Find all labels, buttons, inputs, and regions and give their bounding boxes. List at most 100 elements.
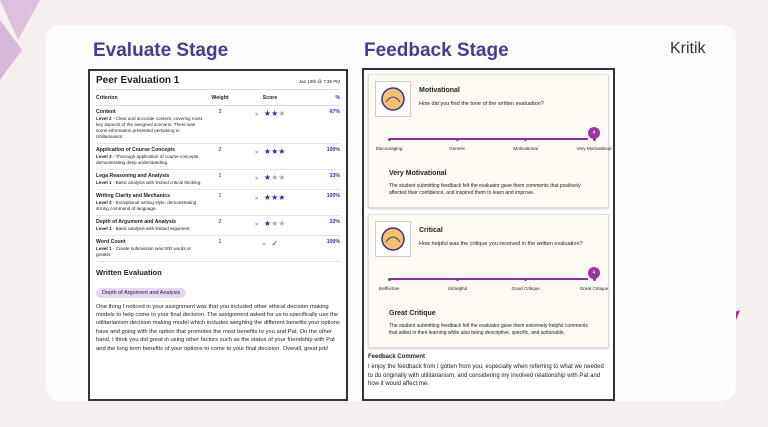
level: Level 3	[96, 153, 112, 159]
date: Jan 19th @ 7:35 PM	[298, 79, 340, 84]
description: - Basic analysis with limited critical t…	[112, 179, 202, 185]
remove-icon: ✕	[254, 221, 259, 228]
criterion: Application of Course Concepts Level 3 - …	[96, 147, 206, 166]
tag: Depth of Argument and Analysis	[96, 287, 187, 298]
panel-title: Peer Evaluation 1	[96, 75, 180, 86]
description: - Clear and accurate content, covering m…	[96, 116, 202, 139]
remove-icon: ✕	[261, 241, 267, 248]
slider-tick	[455, 277, 459, 281]
percent: 100%	[326, 238, 340, 245]
evaluation-text: One thing I noticed in your assignment w…	[96, 303, 340, 352]
section-title: Written Evaluation	[96, 267, 162, 277]
card-title: Motivational	[419, 87, 460, 94]
result-title: Very Motivational	[389, 170, 447, 177]
card-question: How helpful was the critique you receive…	[419, 241, 583, 247]
scale-label: Generic	[449, 146, 466, 151]
criterion-name: Content	[96, 109, 116, 115]
star: ★	[271, 146, 279, 156]
score: ✕ ★★★	[234, 173, 306, 186]
score: ✕ ★★★	[234, 147, 306, 166]
icon	[381, 227, 405, 251]
criterion-row: Lega Reasoning and Analysis Level 1 - Bas…	[96, 170, 340, 190]
description: - Exceptional writing style, demonstrati…	[96, 199, 197, 211]
criterion-row: Depth of Argument and Analysis Level 1 - …	[96, 216, 340, 236]
rating-badge: 4	[588, 267, 600, 279]
card-title: Critical	[419, 227, 443, 234]
star: ★	[263, 146, 272, 156]
star-rating: ★★★	[264, 192, 286, 202]
weight: 1	[218, 192, 222, 199]
result-title: Great Critique	[389, 310, 436, 317]
column-header: Score	[262, 95, 278, 101]
feedback-panel: Motivational How did you find the tone of…	[362, 68, 615, 401]
star: ★	[263, 109, 272, 118]
criterion: Word Count Level 1 - Create submission wa…	[96, 239, 206, 258]
table-header: Criterion Weight Score%	[96, 90, 340, 106]
score: ✕ ✓	[234, 239, 306, 258]
remove-icon: ✕	[254, 149, 259, 156]
star: ★	[278, 109, 286, 118]
column-header: Weight	[211, 95, 229, 101]
card-question: How did you find the tone of the written…	[419, 101, 544, 107]
criterion-description: Level 1 - Create submission was 500 word…	[96, 246, 206, 258]
icon	[381, 87, 405, 111]
weight: 1	[218, 238, 222, 245]
criterion-row: Content Level 2 - Clear and accurate cont…	[96, 106, 340, 144]
criterion: Depth of Argument and Analysis Level 1 - …	[96, 219, 206, 232]
percent: 33%	[329, 218, 340, 225]
scale-label: Very Motivational	[576, 146, 612, 151]
slider-tick	[387, 137, 391, 141]
criterion-description: Level 1 - Basic analysis with limited ar…	[96, 226, 206, 232]
criterion-description: Level 1 - Basic analysis with limited cr…	[96, 180, 206, 186]
star: ★	[271, 172, 279, 182]
panel-header: Peer Evaluation 1 Jan 19th @ 7:35 PM	[96, 75, 340, 90]
star: ★	[278, 172, 286, 182]
stage-title: Feedback Stage	[364, 40, 509, 61]
check-icon: ✓	[271, 238, 279, 248]
criterion: Writing Clarity and Mechanics Level 3 - E…	[96, 193, 206, 212]
star: ★	[271, 192, 279, 202]
scale-label: Good Critique	[511, 286, 540, 291]
score: ✕ ★★★	[234, 219, 306, 232]
result-text: The student submitting feedback felt the…	[389, 183, 581, 196]
star-rating: ★★★	[263, 109, 286, 118]
remove-icon: ✕	[254, 112, 259, 118]
level: Level 2	[96, 116, 112, 121]
slider-tick	[524, 137, 528, 141]
card-icon	[375, 81, 411, 117]
criterion-description: Level 3 - Thorough application of course…	[96, 154, 206, 166]
star-rating: ★★★	[264, 218, 286, 228]
level: Level 1	[96, 179, 112, 185]
level: Level 1	[96, 225, 112, 231]
star: ★	[278, 192, 286, 202]
criterion-name: Word Count	[96, 238, 126, 245]
star-rating: ★★★	[263, 146, 286, 156]
slider-tick	[387, 277, 391, 281]
scale-label: Great Critique	[579, 286, 609, 291]
slider-tick	[592, 277, 596, 281]
brand: Kritik	[670, 40, 706, 57]
section-title: Feedback Comment	[368, 354, 426, 360]
column-header: Criterion	[96, 95, 118, 101]
description: - Create submission was 500 words or gre…	[96, 245, 191, 257]
scale-label: Unhelpful	[447, 286, 468, 291]
scale-label: Motivational	[513, 146, 538, 151]
criterion: Content Level 2 - Clear and accurate cont…	[96, 109, 206, 140]
score: ✕ ★★★	[234, 109, 306, 140]
peer-evaluation-panel: Peer Evaluation 1 Jan 19th @ 7:35 PM Crit…	[88, 69, 348, 401]
star-rating: ★★★	[264, 172, 286, 182]
rating-badge: 4	[588, 127, 600, 139]
criterion-name: Application of Course Concepts	[96, 146, 175, 153]
feedback-card: Critical How helpful was the critique you…	[368, 214, 609, 348]
level: Level 1	[96, 245, 112, 251]
slider-tick	[524, 277, 528, 281]
slider-tick	[455, 137, 459, 141]
star: ★	[278, 218, 286, 228]
criterion-name: Writing Clarity and Mechanics	[96, 192, 170, 199]
weight: 3	[218, 109, 222, 115]
card-icon	[375, 221, 411, 257]
weight: 1	[218, 172, 222, 179]
star: ★	[278, 146, 286, 156]
scale-label: Discouraging	[375, 146, 403, 151]
